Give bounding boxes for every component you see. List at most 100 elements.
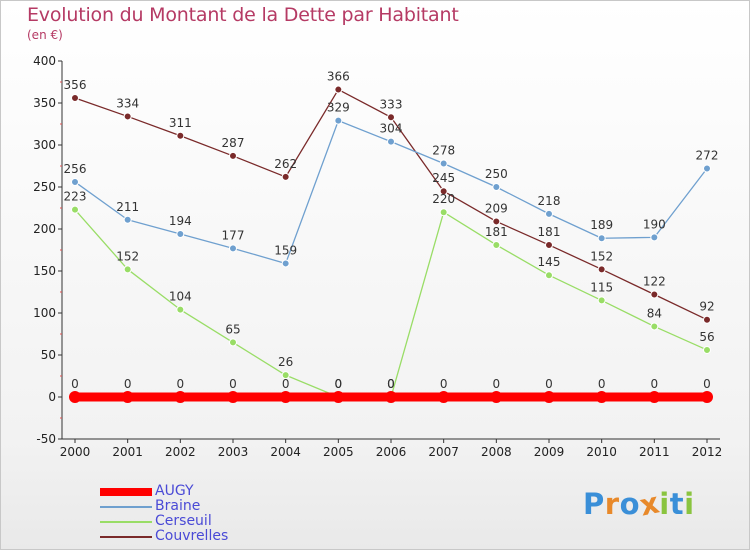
data-point-augy bbox=[332, 391, 345, 403]
legend-label: AUGY bbox=[155, 483, 194, 499]
data-point-cerseuil bbox=[597, 296, 606, 305]
data-point-braine bbox=[123, 215, 132, 224]
data-label-cerseuil: 56 bbox=[699, 330, 714, 344]
y-tick-label: 350 bbox=[33, 96, 56, 110]
data-label-couvrelles: 245 bbox=[432, 171, 455, 185]
legend-label: Cerseuil bbox=[155, 513, 212, 529]
legend-swatch bbox=[100, 487, 152, 496]
data-label-cerseuil: 115 bbox=[590, 280, 613, 294]
data-label-cerseuil: 0 bbox=[335, 377, 343, 391]
data-label-couvrelles: 92 bbox=[699, 300, 714, 314]
data-point-augy bbox=[385, 391, 397, 403]
proxiti-logo: Proxiti bbox=[583, 485, 695, 522]
legend-item-braine: Braine bbox=[100, 499, 228, 514]
data-label-braine: 159 bbox=[274, 243, 297, 257]
data-point-braine bbox=[334, 116, 343, 125]
logo-letter: o bbox=[619, 487, 641, 521]
data-label-augy: 0 bbox=[651, 377, 659, 391]
data-label-cerseuil: 26 bbox=[278, 355, 293, 369]
data-label-augy: 0 bbox=[177, 377, 185, 391]
data-label-braine: 190 bbox=[643, 217, 666, 231]
data-point-augy bbox=[701, 391, 713, 403]
x-tick-label: 2007 bbox=[428, 445, 459, 459]
data-label-couvrelles: 356 bbox=[64, 78, 87, 92]
data-label-couvrelles: 333 bbox=[380, 97, 403, 111]
legend-swatch bbox=[100, 535, 152, 538]
data-label-augy: 0 bbox=[387, 377, 395, 391]
data-label-augy: 0 bbox=[493, 377, 501, 391]
data-point-cerseuil bbox=[71, 205, 79, 214]
data-point-braine bbox=[703, 164, 711, 173]
chart-title: Evolution du Montant de la Dette par Hab… bbox=[27, 4, 459, 26]
data-point-couvrelles bbox=[650, 290, 659, 299]
legend-label: Braine bbox=[155, 498, 201, 514]
data-point-couvrelles bbox=[229, 151, 237, 160]
data-label-couvrelles: 181 bbox=[538, 225, 561, 239]
data-point-augy bbox=[279, 391, 292, 403]
data-label-couvrelles: 366 bbox=[327, 70, 350, 84]
data-point-cerseuil bbox=[229, 338, 237, 347]
data-point-cerseuil bbox=[492, 240, 501, 249]
data-label-braine: 272 bbox=[696, 149, 719, 163]
y-tick-label: 250 bbox=[33, 180, 56, 194]
data-point-braine bbox=[492, 183, 501, 191]
data-point-cerseuil bbox=[281, 371, 290, 380]
y-tick-label: 50 bbox=[41, 348, 56, 362]
x-tick-label: 2004 bbox=[270, 445, 301, 459]
data-label-braine: 218 bbox=[538, 194, 561, 208]
data-label-augy: 0 bbox=[124, 377, 132, 391]
data-point-cerseuil bbox=[650, 322, 659, 331]
chart-unit-label: (en €) bbox=[27, 28, 63, 42]
data-label-cerseuil: 65 bbox=[225, 322, 240, 336]
data-label-cerseuil: 220 bbox=[432, 192, 455, 206]
logo-letter: t bbox=[669, 487, 685, 521]
x-tick-label: 2000 bbox=[60, 445, 91, 459]
data-label-augy: 0 bbox=[71, 377, 79, 391]
x-tick-label: 2011 bbox=[639, 445, 670, 459]
y-tick-label: 200 bbox=[33, 222, 56, 236]
data-label-cerseuil: 181 bbox=[485, 225, 508, 239]
data-point-braine bbox=[176, 230, 185, 239]
data-point-augy bbox=[121, 391, 134, 403]
data-label-cerseuil: 0 bbox=[387, 377, 395, 391]
legend-label: Couvrelles bbox=[155, 528, 229, 544]
data-point-couvrelles bbox=[492, 217, 501, 226]
x-tick-label: 2009 bbox=[534, 445, 565, 459]
x-tick-label: 2002 bbox=[165, 445, 196, 459]
data-point-couvrelles bbox=[439, 187, 448, 196]
data-label-cerseuil: 104 bbox=[169, 290, 192, 304]
y-tick-label: 100 bbox=[33, 306, 56, 320]
data-point-braine bbox=[229, 244, 237, 253]
logo-letter: P bbox=[583, 487, 605, 521]
data-label-braine: 256 bbox=[64, 162, 87, 176]
data-label-augy: 0 bbox=[598, 377, 606, 391]
data-label-augy: 0 bbox=[335, 377, 343, 391]
data-point-couvrelles bbox=[281, 172, 290, 181]
data-label-couvrelles: 287 bbox=[222, 136, 245, 150]
data-point-couvrelles bbox=[334, 85, 343, 94]
data-point-cerseuil bbox=[439, 208, 448, 217]
x-tick-label: 2005 bbox=[323, 445, 354, 459]
data-point-cerseuil bbox=[123, 265, 132, 274]
data-point-couvrelles bbox=[597, 265, 606, 274]
data-point-couvrelles bbox=[123, 112, 132, 121]
data-label-couvrelles: 152 bbox=[590, 249, 613, 263]
data-point-braine bbox=[281, 259, 290, 268]
data-label-braine: 329 bbox=[327, 101, 350, 115]
data-label-cerseuil: 84 bbox=[647, 306, 662, 320]
data-label-couvrelles: 334 bbox=[116, 96, 139, 110]
data-point-augy bbox=[543, 391, 555, 403]
chart-legend: AUGY Braine Cerseuil Couvrelles bbox=[100, 484, 228, 544]
data-label-braine: 278 bbox=[432, 143, 455, 157]
data-point-couvrelles bbox=[387, 113, 395, 122]
x-tick-label: 2006 bbox=[376, 445, 407, 459]
data-point-couvrelles bbox=[703, 315, 711, 324]
data-point-braine bbox=[545, 209, 553, 218]
data-label-augy: 0 bbox=[282, 377, 290, 391]
y-tick-label: 400 bbox=[33, 54, 56, 68]
data-label-braine: 250 bbox=[485, 167, 508, 181]
data-point-couvrelles bbox=[176, 131, 185, 140]
data-point-augy bbox=[648, 391, 661, 403]
